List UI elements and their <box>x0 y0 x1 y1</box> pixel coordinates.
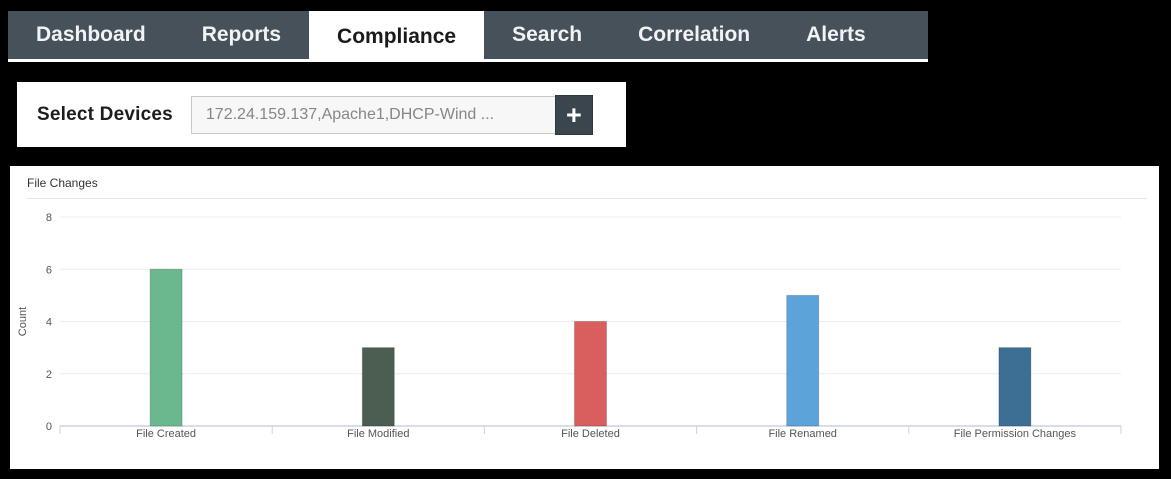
add-device-button[interactable]: + <box>554 94 593 135</box>
devices-input[interactable] <box>190 95 555 134</box>
chart-title-divider <box>26 198 1147 199</box>
y-tick-label-6: 6 <box>46 264 52 276</box>
chart-panel: File Changes 0 2 4 6 8 File Created File Modif… <box>10 166 1159 469</box>
bar-file-renamed[interactable] <box>786 294 820 427</box>
x-tick-label: File Renamed <box>768 428 836 440</box>
x-tick-label: File Modified <box>347 428 409 440</box>
y-tick-label-2: 2 <box>46 369 52 381</box>
navbar-underline <box>8 59 928 62</box>
y-tick-label-8: 8 <box>46 212 52 224</box>
bar-file-modified[interactable] <box>361 347 395 427</box>
plus-icon: + <box>566 99 582 130</box>
y-tick-label-4: 4 <box>46 317 52 329</box>
bar-file-created[interactable] <box>149 268 183 427</box>
x-tick-label: File Permission Changes <box>954 428 1077 440</box>
x-tick-label: File Created <box>136 428 196 440</box>
tab-compliance[interactable]: Compliance <box>309 11 485 62</box>
device-selector-panel: Select Devices + <box>17 82 626 147</box>
y-axis-label: Count <box>17 307 29 336</box>
tab-correlation[interactable]: Correlation <box>638 23 751 46</box>
device-input-group: + <box>190 94 593 135</box>
chart-title: File Changes <box>27 176 98 190</box>
tab-dashboard[interactable]: Dashboard <box>36 23 146 46</box>
x-tick-label: File Deleted <box>561 428 620 440</box>
select-devices-label: Select Devices <box>37 103 173 125</box>
main-navbar: Dashboard Reports Compliance Search Correlat… <box>8 11 928 62</box>
y-tick-label-0: 0 <box>46 421 52 433</box>
bar-chart: 0 2 4 6 8 File Created File Modified File Delet… <box>17 212 1122 440</box>
tab-alerts[interactable]: Alerts <box>806 23 866 46</box>
bar-file-permission-changes[interactable] <box>998 347 1032 427</box>
tab-search[interactable]: Search <box>512 23 583 46</box>
tab-reports[interactable]: Reports <box>201 23 282 46</box>
bar-file-deleted[interactable] <box>574 321 607 427</box>
